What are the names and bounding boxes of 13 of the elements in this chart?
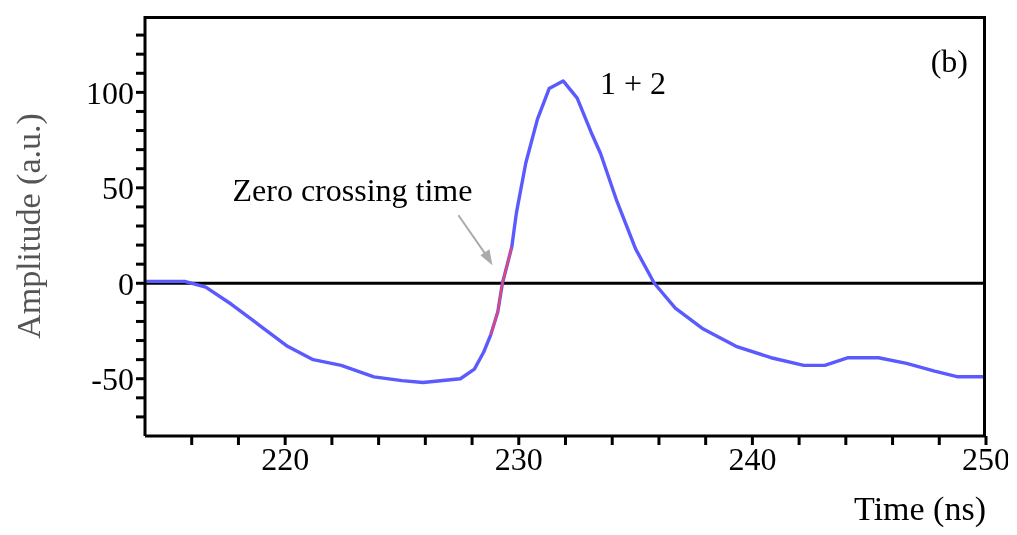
y-tick-label: 50 xyxy=(102,170,134,207)
y-axis-title: Amplitude (a.u.) xyxy=(10,113,49,339)
x-tick-label: 240 xyxy=(728,440,777,477)
y-tick-label: -50 xyxy=(91,361,134,398)
annotation: 1 + 2 xyxy=(600,65,667,101)
x-axis-title: Time (ns) xyxy=(854,490,986,528)
x-tick-label: 230 xyxy=(494,440,543,477)
y-tick-label: 100 xyxy=(86,74,134,111)
x-tick-label: 250 xyxy=(962,440,1010,477)
y-tick-label: 0 xyxy=(118,265,134,302)
x-tick-label: 220 xyxy=(261,440,310,477)
annotation: (b) xyxy=(930,43,968,79)
annotation: Zero crossing time xyxy=(232,172,473,209)
